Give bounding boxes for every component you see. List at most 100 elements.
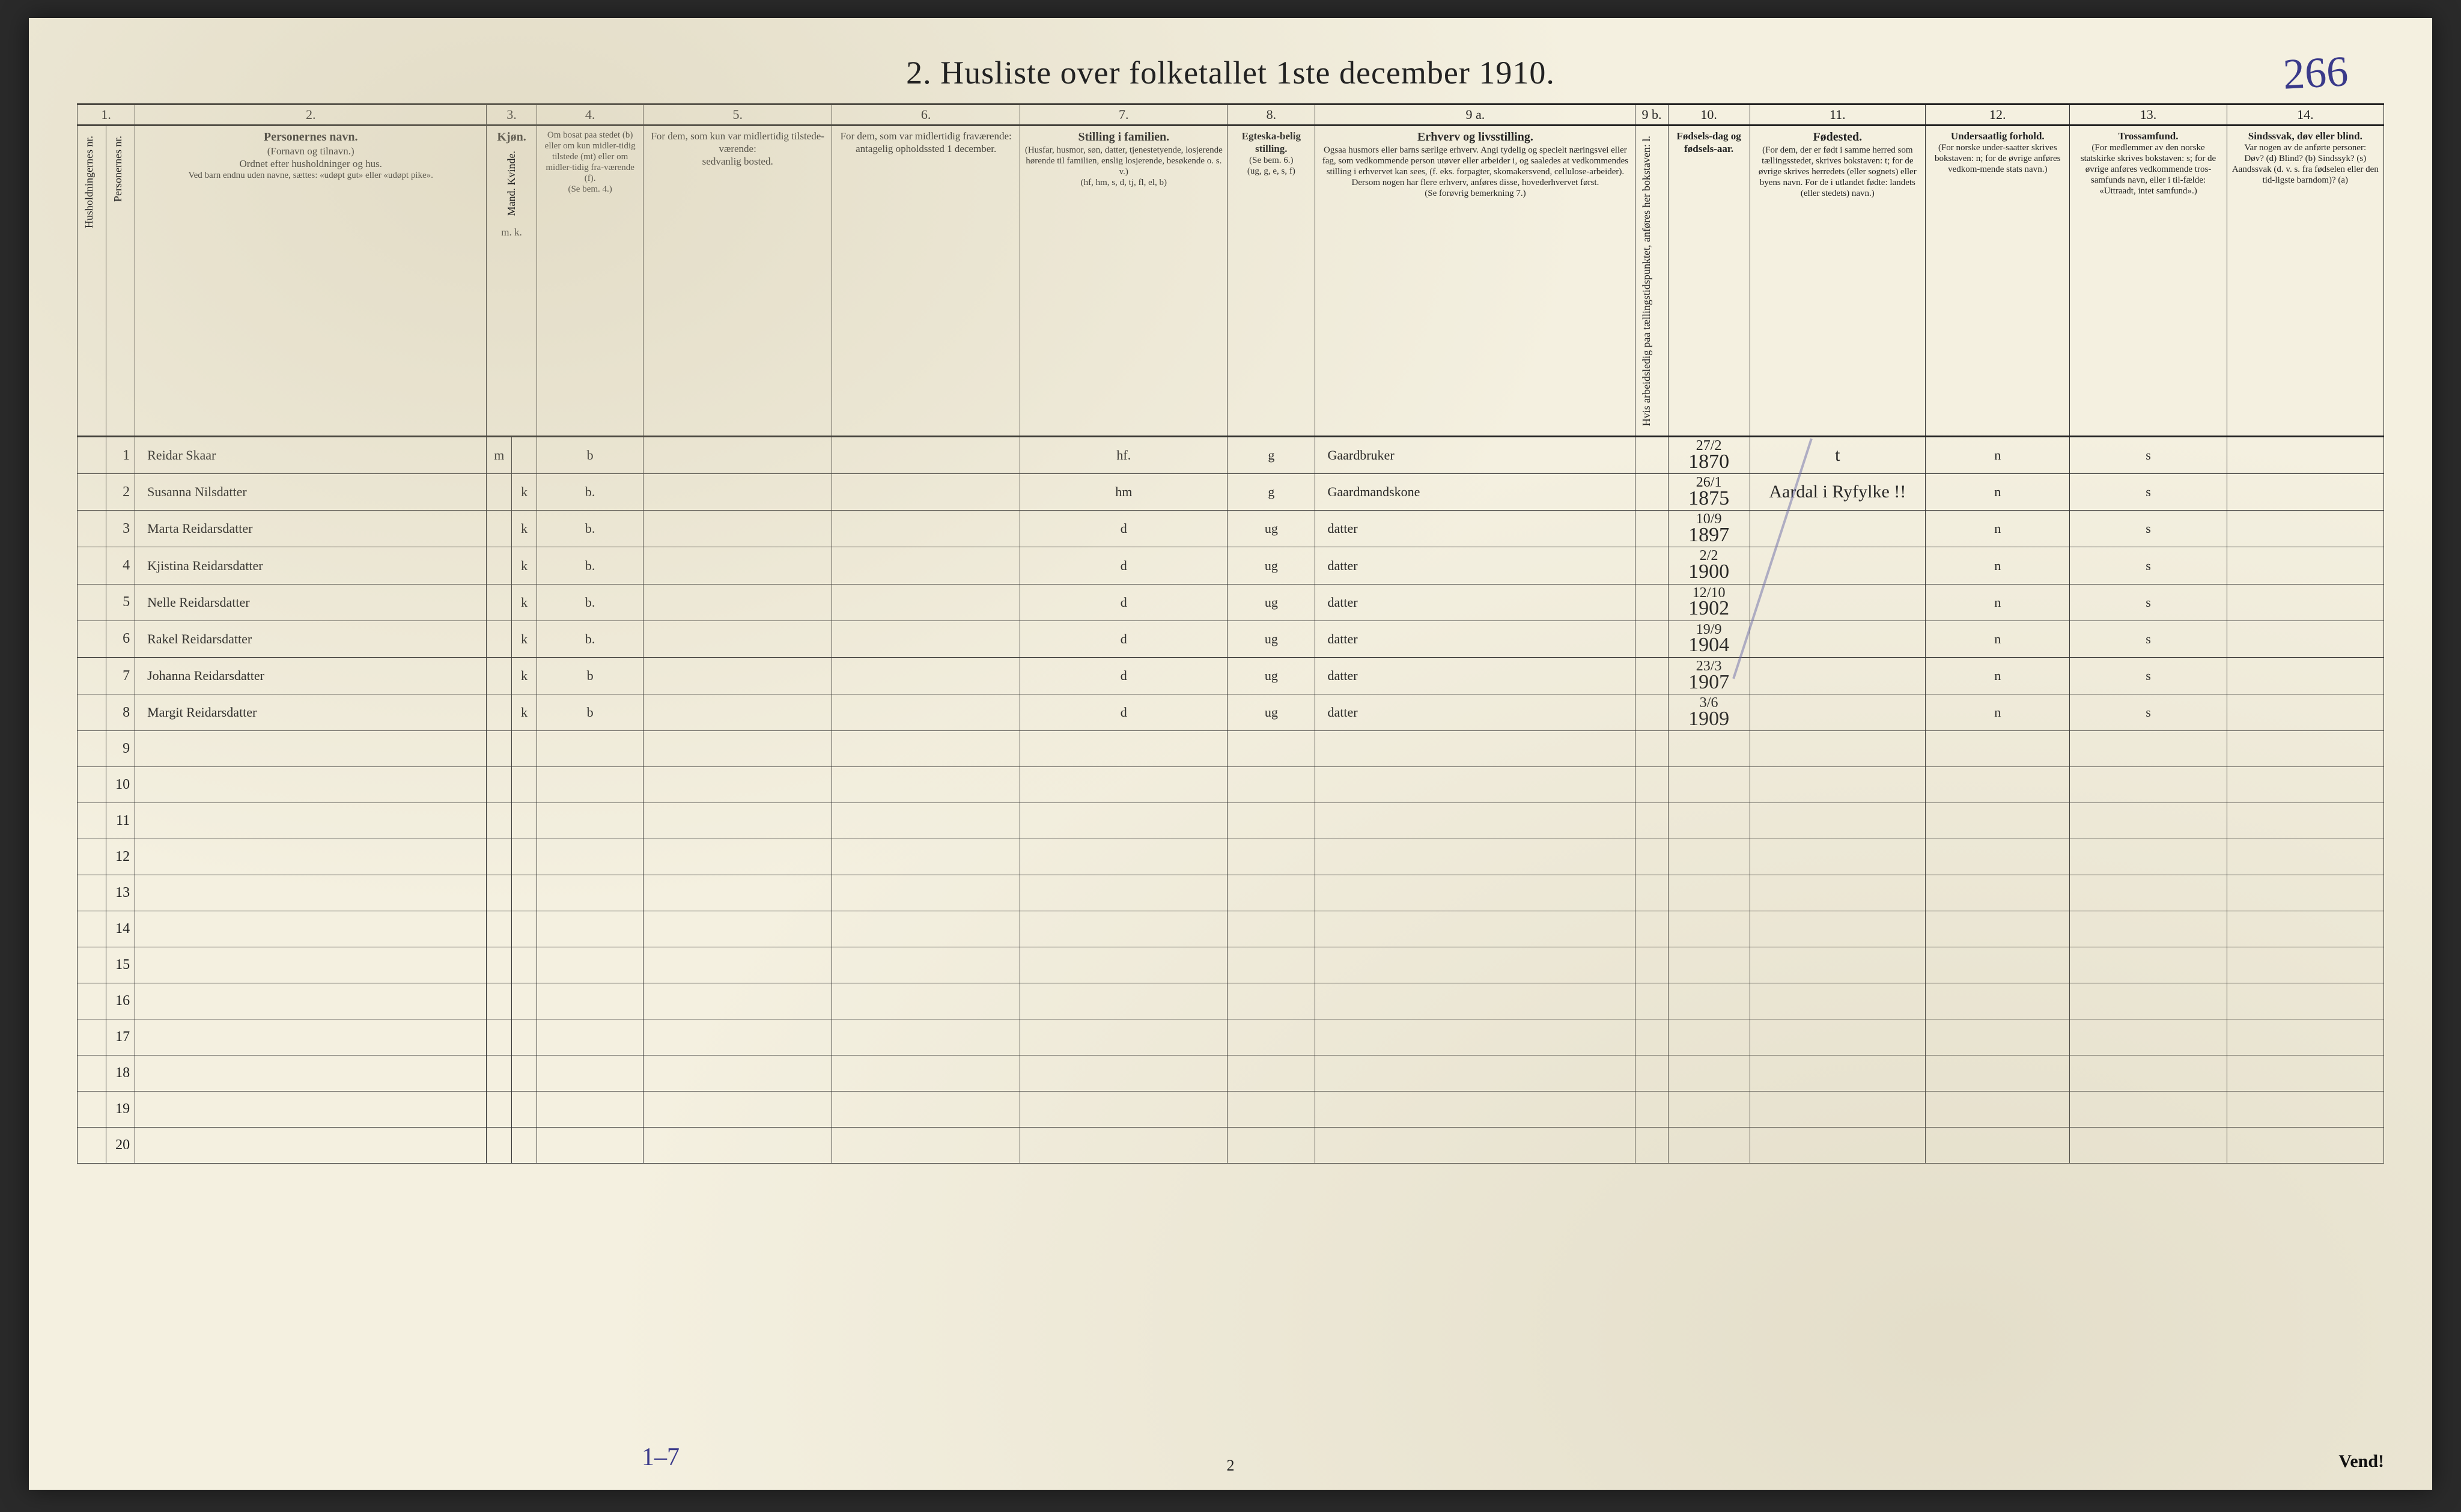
temp-present-cell xyxy=(643,621,832,657)
temp-absent-cell xyxy=(832,658,1020,694)
unemployed-cell xyxy=(1635,474,1668,511)
disability-cell xyxy=(2227,436,2383,473)
occupation-cell: datter xyxy=(1315,547,1635,584)
blank-cell xyxy=(135,731,487,767)
blank-cell xyxy=(2227,1019,2383,1055)
marital-cell: g xyxy=(1227,436,1315,473)
birthplace-cell xyxy=(1750,584,1926,621)
blank-cell xyxy=(643,911,832,947)
blank-cell xyxy=(1227,1091,1315,1128)
blank-cell xyxy=(1668,803,1750,839)
colnum-13: 13. xyxy=(2070,105,2227,126)
birthplace-cell xyxy=(1750,511,1926,547)
blank-cell xyxy=(537,875,643,911)
table-row-blank: 14 xyxy=(78,911,2384,947)
blank-cell xyxy=(1668,1091,1750,1128)
blank-cell xyxy=(487,1091,512,1128)
religion-cell: s xyxy=(2070,547,2227,584)
sex-k-cell xyxy=(512,436,537,473)
person-nr-cell: 16 xyxy=(106,983,135,1019)
hdr-birthplace: Fødested. (For dem, der er født i samme … xyxy=(1750,125,1926,436)
blank-cell xyxy=(2227,875,2383,911)
blank-cell xyxy=(135,911,487,947)
blank-cell xyxy=(2070,803,2227,839)
blank-cell xyxy=(643,1128,832,1164)
birthplace-cell: t xyxy=(1750,436,1926,473)
person-nr-cell: 3 xyxy=(106,511,135,547)
unemployed-cell xyxy=(1635,511,1668,547)
blank-cell xyxy=(1668,839,1750,875)
marital-cell: ug xyxy=(1227,621,1315,657)
hdr-family-position: Stilling i familien. (Husfar, husmor, sø… xyxy=(1020,125,1227,436)
nationality-cell: n xyxy=(1926,694,2070,731)
blank-cell xyxy=(643,875,832,911)
religion-cell: s xyxy=(2070,511,2227,547)
hdr-household-nr: Husholdningernes nr. xyxy=(78,125,106,436)
blank-cell xyxy=(1020,1091,1227,1128)
blank-cell xyxy=(643,947,832,983)
blank-cell xyxy=(1315,1055,1635,1091)
blank-cell xyxy=(537,839,643,875)
blank-cell xyxy=(537,983,643,1019)
table-row: 6Rakel Reidarsdatterkb.dugdatter19/91904… xyxy=(78,621,2384,657)
hdr-temp-present: For dem, som kun var midlertidig tilsted… xyxy=(643,125,832,436)
blank-cell xyxy=(1020,911,1227,947)
blank-cell xyxy=(487,1128,512,1164)
blank-cell xyxy=(1227,731,1315,767)
table-row: 4Kjistina Reidarsdatterkb.dugdatter2/219… xyxy=(78,547,2384,584)
birthplace-cell xyxy=(1750,658,1926,694)
temp-absent-cell xyxy=(832,584,1020,621)
marital-cell: ug xyxy=(1227,584,1315,621)
colnum-9b: 9 b. xyxy=(1635,105,1668,126)
blank-cell xyxy=(1020,1019,1227,1055)
colnum-9a: 9 a. xyxy=(1315,105,1635,126)
occupation-cell: datter xyxy=(1315,621,1635,657)
table-body: 1Reidar Skaarmbhf.gGaardbruker27/21870tn… xyxy=(78,436,2384,1164)
colnum-8: 8. xyxy=(1227,105,1315,126)
census-table: 1. 2. 3. 4. 5. 6. 7. 8. 9 a. 9 b. 10. 11… xyxy=(77,103,2384,1164)
birthplace-cell: Aardal i Ryfylke !! xyxy=(1750,474,1926,511)
blank-cell xyxy=(1926,947,2070,983)
marital-cell: ug xyxy=(1227,694,1315,731)
temp-present-cell xyxy=(643,658,832,694)
page-number-handwritten: 266 xyxy=(2282,46,2349,100)
blank-cell xyxy=(643,767,832,803)
table-row: 2Susanna Nilsdatterkb.hmgGaardmandskone2… xyxy=(78,474,2384,511)
blank-cell xyxy=(1668,731,1750,767)
nationality-cell: n xyxy=(1926,511,2070,547)
blank-cell xyxy=(135,803,487,839)
person-nr-cell: 10 xyxy=(106,767,135,803)
birthplace-cell xyxy=(1750,621,1926,657)
birthplace-cell xyxy=(1750,547,1926,584)
blank-cell xyxy=(2070,1055,2227,1091)
blank-cell xyxy=(1635,839,1668,875)
person-nr-cell: 20 xyxy=(106,1128,135,1164)
sex-m-cell: m xyxy=(487,436,512,473)
colnum-3: 3. xyxy=(487,105,537,126)
blank-cell xyxy=(1315,1128,1635,1164)
blank-cell xyxy=(643,983,832,1019)
sex-m-cell xyxy=(487,584,512,621)
unemployed-cell xyxy=(1635,621,1668,657)
colnum-1: 1. xyxy=(78,105,135,126)
blank-cell xyxy=(2070,911,2227,947)
disability-cell xyxy=(2227,584,2383,621)
name-cell: Nelle Reidarsdatter xyxy=(135,584,487,621)
blank-cell xyxy=(512,803,537,839)
table-row-blank: 11 xyxy=(78,803,2384,839)
birth-cell: 12/101902 xyxy=(1668,584,1750,621)
household-nr-cell xyxy=(78,694,106,731)
blank-cell xyxy=(537,767,643,803)
temp-absent-cell xyxy=(832,436,1020,473)
blank-cell xyxy=(512,839,537,875)
birthplace-cell xyxy=(1750,694,1926,731)
family-pos-cell: d xyxy=(1020,584,1227,621)
nationality-cell: n xyxy=(1926,584,2070,621)
blank-cell xyxy=(2070,1128,2227,1164)
blank-cell xyxy=(1227,839,1315,875)
hdr-temp-absent: For dem, som var midlertidig fraværende:… xyxy=(832,125,1020,436)
unemployed-cell xyxy=(1635,584,1668,621)
blank-cell xyxy=(832,947,1020,983)
sex-k-cell: k xyxy=(512,547,537,584)
blank-cell xyxy=(1315,947,1635,983)
